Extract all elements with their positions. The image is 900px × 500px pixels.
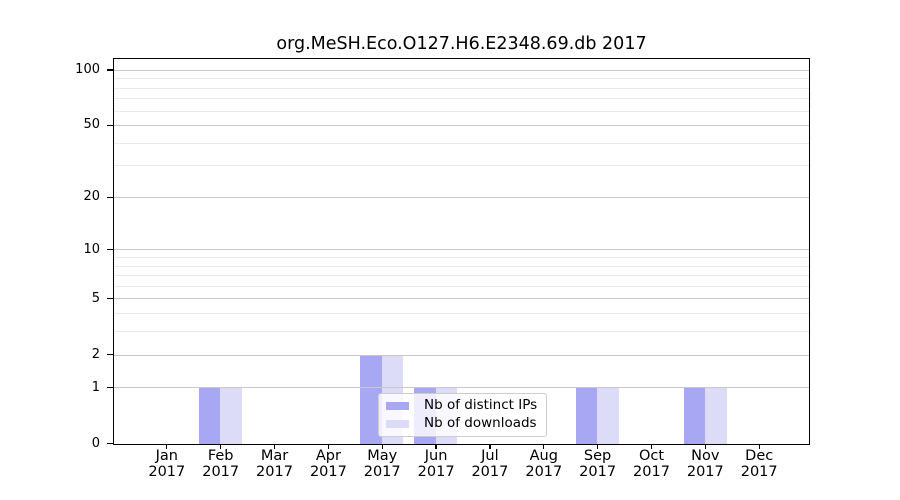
gridline-minor — [113, 98, 809, 100]
bar-downloads — [705, 387, 727, 444]
y-tick-label: 100 — [75, 62, 100, 77]
y-axis-tick — [106, 196, 113, 198]
x-tick-month-label: Jun — [424, 448, 448, 464]
x-axis-tick — [273, 444, 276, 449]
y-axis-tick — [106, 69, 113, 71]
y-axis-tick — [106, 387, 113, 389]
gridline-major — [113, 69, 809, 71]
x-tick-year-label: 2017 — [148, 464, 186, 480]
gridline-minor — [113, 275, 809, 277]
legend-label: Nb of downloads — [424, 415, 537, 432]
x-axis-tick — [704, 444, 706, 449]
x-axis-tick — [220, 444, 222, 449]
gridline-minor — [113, 257, 809, 258]
y-tick-label: 5 — [91, 290, 100, 306]
gridline-major — [113, 249, 809, 251]
x-tick-year-label: 2017 — [740, 464, 778, 480]
bar-distinct-ips — [683, 387, 705, 444]
x-axis-tick — [597, 444, 599, 449]
x-tick-month-label: Aug — [529, 448, 558, 464]
y-tick-label: 10 — [83, 241, 100, 257]
legend: Nb of distinct IPs Nb of downloads — [378, 393, 547, 437]
gridline-minor — [113, 78, 809, 80]
legend-label: Nb of distinct IPs — [424, 397, 538, 414]
x-tick-year-label: 2017 — [417, 464, 455, 480]
x-tick-month-label: Dec — [745, 448, 774, 464]
x-axis-tick — [758, 444, 760, 449]
gridline-major — [113, 354, 809, 356]
x-tick-year-label: 2017 — [309, 464, 347, 480]
x-axis-tick — [435, 444, 437, 449]
gridline-major — [113, 125, 809, 126]
bar-downloads — [597, 387, 619, 444]
gridline-minor — [113, 110, 809, 112]
bar-distinct-ips — [198, 387, 221, 444]
x-tick-year-label: 2017 — [579, 464, 617, 480]
y-axis-tick — [106, 298, 113, 300]
legend-swatch-distinct-ips — [386, 401, 409, 410]
gridline-minor — [113, 331, 809, 333]
x-tick-year-label: 2017 — [256, 464, 293, 480]
legend-item: Nb of downloads — [386, 415, 546, 433]
chart-title: org.MeSH.Eco.O127.H6.E2348.69.db 2017 — [276, 34, 647, 54]
x-axis-tick — [327, 444, 329, 449]
x-axis-tick — [166, 444, 168, 449]
x-tick-month-label: Jan — [155, 448, 178, 464]
y-tick-label: 20 — [83, 189, 100, 205]
gridline-minor — [113, 87, 809, 89]
y-axis-tick — [106, 354, 113, 356]
gridline-minor — [113, 265, 809, 267]
x-tick-month-label: Oct — [638, 448, 665, 464]
x-tick-year-label: 2017 — [525, 464, 563, 480]
legend-swatch-downloads — [386, 419, 409, 428]
gridline-minor — [113, 313, 809, 315]
gridline-minor — [113, 165, 809, 167]
y-tick-label: 1 — [91, 379, 100, 395]
x-tick-month-label: Nov — [691, 448, 720, 464]
x-tick-month-label: Jul — [481, 448, 499, 464]
y-tick-label: 0 — [91, 435, 100, 451]
gridline-major — [113, 196, 809, 198]
y-axis-tick — [106, 248, 113, 251]
x-axis-tick — [543, 444, 545, 449]
x-axis-tick — [650, 444, 653, 449]
x-tick-month-label: Mar — [260, 448, 289, 464]
x-tick-month-label: Apr — [315, 448, 341, 464]
gridline-minor — [113, 142, 809, 144]
x-tick-year-label: 2017 — [633, 464, 670, 480]
gridline-major — [113, 387, 809, 389]
y-tick-label: 2 — [91, 346, 100, 362]
x-tick-year-label: 2017 — [363, 464, 401, 480]
bar-distinct-ips — [575, 387, 598, 444]
y-axis-tick — [106, 124, 113, 126]
x-axis-tick — [381, 444, 383, 449]
x-tick-month-label: Feb — [207, 448, 234, 464]
legend-item: Nb of distinct IPs — [386, 397, 546, 415]
bar-downloads — [220, 387, 242, 444]
x-tick-year-label: 2017 — [471, 464, 509, 480]
x-tick-year-label: 2017 — [202, 464, 240, 480]
bar-distinct-ips — [360, 354, 382, 444]
x-tick-month-label: Sep — [583, 448, 612, 464]
gridline-major — [113, 298, 809, 300]
y-tick-label: 50 — [83, 117, 100, 133]
gridline-minor — [113, 285, 809, 287]
x-tick-year-label: 2017 — [686, 464, 724, 480]
y-axis-tick — [106, 443, 113, 445]
x-tick-month-label: May — [367, 448, 398, 464]
plot-area — [112, 58, 810, 445]
x-axis-tick — [489, 444, 491, 449]
